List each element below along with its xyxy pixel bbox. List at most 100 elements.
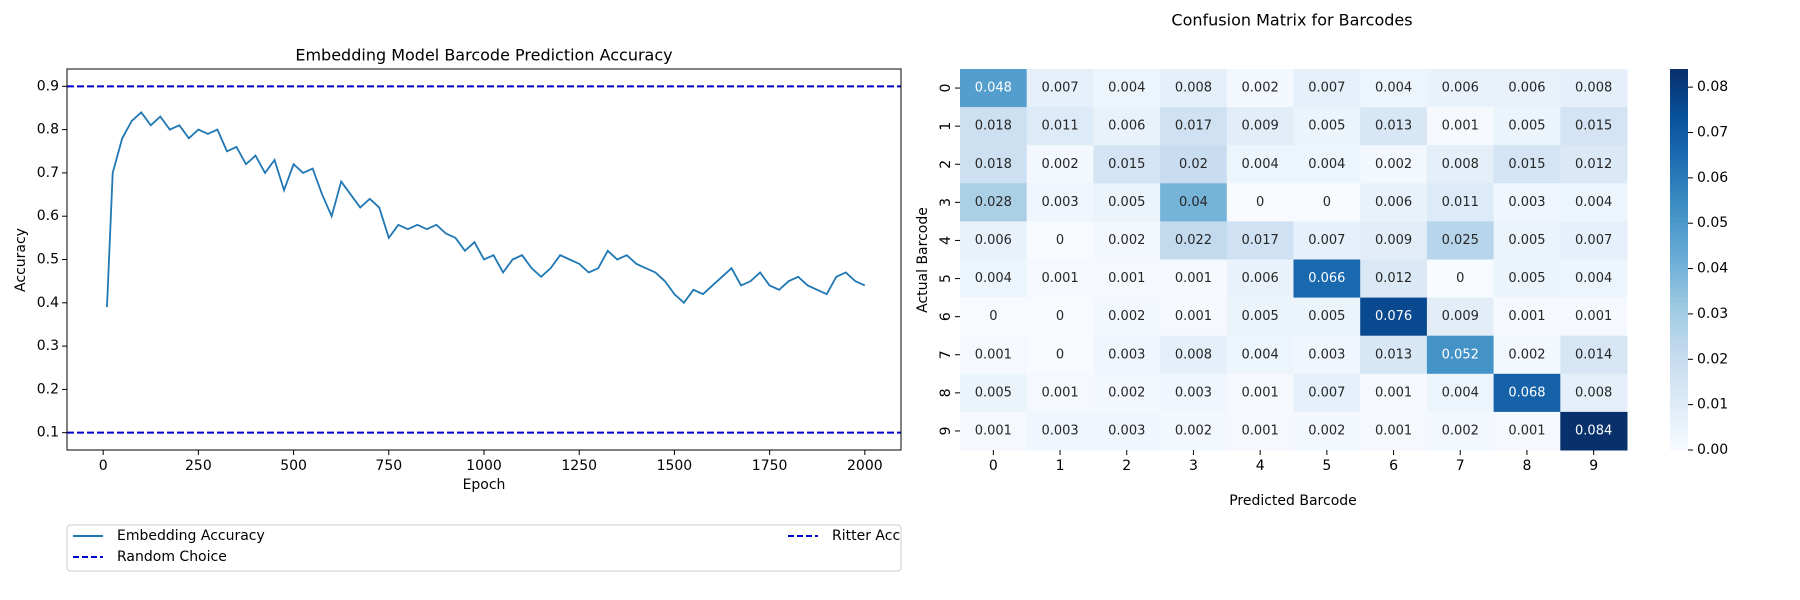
cell-label: 0	[989, 309, 997, 324]
heatmap-cell	[960, 411, 1028, 451]
heatmap-cell	[1226, 411, 1294, 451]
heatmap-cell	[1293, 69, 1361, 108]
cell-label: 0.002	[1308, 423, 1345, 438]
colorbar-segment	[1670, 159, 1688, 165]
cell-label: 0.008	[1175, 347, 1212, 362]
heatmap-cell	[1293, 297, 1361, 337]
heatmap-cell	[1426, 259, 1495, 299]
cell-label: 0.007	[1308, 385, 1345, 400]
cell-label: 0.002	[1041, 157, 1078, 172]
cell-label: 0	[1056, 233, 1064, 248]
cell-label: 0.084	[1575, 423, 1612, 438]
heatmap-cell	[1093, 183, 1161, 222]
heatmap-cell	[1560, 373, 1628, 413]
cell-label: 0.005	[1108, 195, 1145, 210]
colorbar-segment	[1670, 359, 1688, 365]
heatmap-cell	[1160, 107, 1228, 146]
heatmap-cell	[1560, 145, 1628, 184]
cell-label: 0.018	[975, 157, 1012, 172]
y-tick-label: 2	[938, 160, 954, 169]
cell-label: 0.006	[1242, 271, 1279, 286]
colorbar-segment	[1670, 116, 1688, 122]
cell-label: 0.001	[975, 423, 1012, 438]
heatmap-cell	[1293, 183, 1361, 222]
heatmap-cell	[1160, 259, 1228, 299]
cell-label: 0.052	[1442, 347, 1479, 362]
x-tick-label: 6	[1389, 458, 1398, 474]
cell-label: 0.013	[1375, 119, 1412, 134]
cell-label: 0.018	[975, 119, 1012, 134]
cell-label: 0.076	[1375, 309, 1412, 324]
cell-label: 0.003	[1508, 195, 1545, 210]
y-tick-label: 4	[938, 236, 954, 245]
cell-label: 0.001	[1375, 385, 1412, 400]
colorbar-segment	[1670, 378, 1688, 384]
colorbar-segment	[1670, 416, 1688, 423]
cell-label: 0.002	[1442, 423, 1479, 438]
colorbar-segment	[1670, 164, 1688, 170]
colorbar-segment	[1670, 292, 1688, 299]
cell-label: 0.001	[1442, 119, 1479, 134]
cell-label: 0.006	[1508, 81, 1545, 96]
cell-label: 0.005	[1308, 119, 1345, 134]
chart-title: Confusion Matrix for Barcodes	[1171, 11, 1412, 30]
x-tick-label: 1	[1056, 458, 1065, 474]
heatmap-cell	[1226, 259, 1294, 299]
cell-label: 0.007	[1308, 81, 1345, 96]
heatmap-cell	[1026, 183, 1094, 222]
colorbar-segment	[1670, 283, 1688, 289]
colorbar-segment	[1670, 278, 1688, 284]
cell-label: 0.007	[1041, 81, 1078, 96]
heatmap-cell	[1360, 335, 1428, 375]
colorbar-segment	[1670, 173, 1688, 180]
heatmap-cell	[1226, 107, 1294, 146]
cell-label: 0.002	[1375, 157, 1412, 172]
cell-label: 0.003	[1041, 423, 1078, 438]
legend-label: Random Choice	[117, 549, 227, 565]
y-tick-label: 6	[938, 312, 954, 321]
colorbar-segment	[1670, 149, 1688, 156]
cell-label: 0.001	[975, 347, 1012, 362]
colorbar-segment	[1670, 83, 1688, 89]
y-tick-label: 9	[938, 426, 954, 435]
cell-label: 0.005	[1508, 233, 1545, 248]
colorbar-segment	[1670, 316, 1688, 323]
heatmap-cell	[1426, 183, 1495, 222]
cell-label: 0.004	[975, 271, 1012, 286]
heatmap-cell	[1093, 297, 1161, 337]
cell-label: 0.004	[1242, 347, 1279, 362]
heatmap-cell	[1160, 297, 1228, 337]
cell-label: 0.003	[1041, 195, 1078, 210]
cell-label: 0.002	[1508, 347, 1545, 362]
colorbar-segment	[1670, 230, 1688, 237]
y-tick-label: 8	[938, 388, 954, 397]
cell-label: 0.068	[1508, 385, 1545, 400]
plot-frame	[66, 68, 902, 451]
y-tick-label: 0.7	[37, 165, 59, 181]
cell-label: 0.007	[1308, 233, 1345, 248]
colorbar-segment	[1670, 88, 1688, 94]
cell-label: 0.007	[1575, 233, 1612, 248]
colorbar-segment	[1670, 78, 1688, 84]
heatmap-cell	[1093, 335, 1161, 375]
heatmap-cell	[960, 259, 1028, 299]
heatmap-cell	[960, 297, 1028, 337]
colorbar-segment	[1670, 111, 1688, 118]
x-axis-label: Predicted Barcode	[1229, 493, 1357, 509]
heatmap-cell	[1360, 221, 1428, 260]
heatmap-cell	[1226, 297, 1294, 337]
heatmap-cell	[1026, 221, 1094, 260]
y-tick-label: 0	[938, 84, 954, 93]
heatmap-cell	[1026, 145, 1094, 184]
y-tick-label: 1	[938, 122, 954, 131]
cell-label: 0.008	[1575, 385, 1612, 400]
colorbar-segment	[1670, 445, 1688, 451]
heatmap-cell	[1293, 259, 1361, 299]
colorbar-segment	[1670, 402, 1688, 408]
heatmap-cell	[960, 145, 1028, 184]
cell-label: 0.04	[1179, 195, 1208, 210]
colorbar-segment	[1670, 126, 1688, 132]
x-tick-label: 4	[1256, 458, 1265, 474]
x-tick-label: 500	[280, 458, 307, 474]
